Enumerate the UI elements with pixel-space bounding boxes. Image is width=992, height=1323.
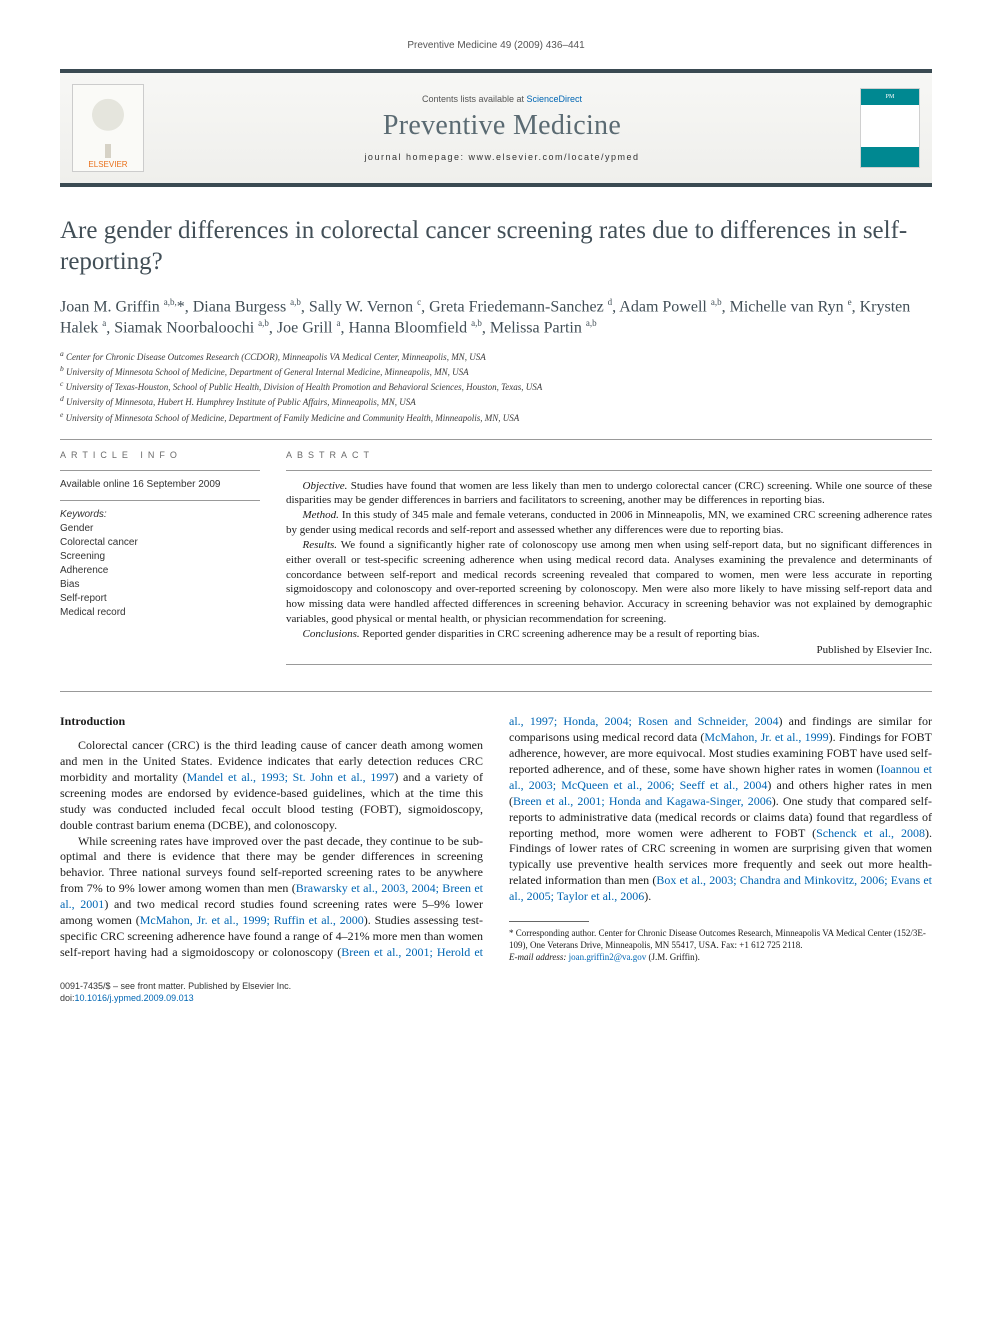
body-text: ). [644, 889, 651, 903]
sciencedirect-link[interactable]: ScienceDirect [527, 94, 583, 104]
journal-name: Preventive Medicine [144, 110, 860, 142]
footnotes: * Corresponding author. Center for Chron… [509, 928, 932, 963]
citation-link[interactable]: Mandel et al., 1993; St. John et al., 19… [187, 770, 395, 784]
contents-line-pre: Contents lists available at [422, 94, 527, 104]
article-title: Are gender differences in colorectal can… [60, 215, 932, 278]
journal-homepage: journal homepage: www.elsevier.com/locat… [144, 152, 860, 162]
keyword: Gender [60, 522, 260, 536]
masthead-container: ELSEVIER Contents lists available at Sci… [60, 69, 932, 187]
journal-cover-thumb: PM [860, 88, 920, 168]
affiliation: a Center for Chronic Disease Outcomes Re… [60, 349, 932, 364]
abstract-paragraph: Method. In this study of 345 male and fe… [286, 508, 932, 538]
abstract-heading: ABSTRACT [286, 450, 932, 460]
citation-link[interactable]: McMahon, Jr. et al., 1999 [704, 730, 828, 744]
email-paren: (J.M. Griffin). [646, 952, 700, 962]
doi-line: doi:10.1016/j.ypmed.2009.09.013 [60, 993, 932, 1005]
citation-link[interactable]: Schenck et al., 2008 [816, 826, 925, 840]
keyword: Screening [60, 550, 260, 564]
abstract-paragraph: Conclusions. Reported gender disparities… [286, 627, 932, 642]
copyright-line: 0091-7435/$ – see front matter. Publishe… [60, 981, 932, 1004]
front-matter-line: 0091-7435/$ – see front matter. Publishe… [60, 981, 932, 993]
abstract-body: Objective. Studies have found that women… [286, 479, 932, 642]
footnotes-rule [509, 921, 589, 922]
cover-badge: PM [861, 89, 919, 105]
citation-link[interactable]: McMahon, Jr. et al., 1999; Ruffin et al.… [140, 913, 364, 927]
corresponding-email: E-mail address: joan.griffin2@va.gov (J.… [509, 952, 932, 964]
masthead: ELSEVIER Contents lists available at Sci… [60, 73, 932, 183]
keyword: Medical record [60, 606, 260, 620]
citation-link[interactable]: Breen et al., 2001; Honda and Kagawa-Sin… [513, 794, 772, 808]
doi-link[interactable]: 10.1016/j.ypmed.2009.09.013 [75, 993, 194, 1003]
homepage-url[interactable]: www.elsevier.com/locate/ypmed [469, 152, 640, 162]
doi-label: doi: [60, 993, 75, 1003]
keyword: Self-report [60, 592, 260, 606]
affiliation: d University of Minnesota, Hubert H. Hum… [60, 394, 932, 409]
affiliation: c University of Texas-Houston, School of… [60, 379, 932, 394]
corresponding-author: * Corresponding author. Center for Chron… [509, 928, 932, 951]
abstract-paragraph: Objective. Studies have found that women… [286, 479, 932, 509]
masthead-center: Contents lists available at ScienceDirec… [144, 94, 860, 162]
article-info-column: ARTICLE INFO Available online 16 Septemb… [60, 450, 260, 673]
keyword: Colorectal cancer [60, 536, 260, 550]
affiliation: b University of Minnesota School of Medi… [60, 364, 932, 379]
affiliation: e University of Minnesota School of Medi… [60, 410, 932, 425]
keyword: Adherence [60, 564, 260, 578]
keywords-heading: Keywords: [60, 509, 260, 520]
corr-label: * Corresponding author. [509, 928, 599, 938]
publisher-logo-text: ELSEVIER [88, 160, 127, 169]
divider [60, 691, 932, 692]
email-label: E-mail address: [509, 952, 569, 962]
article-info-heading: ARTICLE INFO [60, 450, 260, 460]
divider [60, 439, 932, 440]
contents-line: Contents lists available at ScienceDirec… [144, 94, 860, 104]
keyword: Bias [60, 578, 260, 592]
published-by: Published by Elsevier Inc. [286, 644, 932, 656]
article-body: Introduction Colorectal cancer (CRC) is … [60, 714, 932, 964]
abstract-paragraph: Results. We found a significantly higher… [286, 538, 932, 627]
available-online: Available online 16 September 2009 [60, 479, 260, 490]
publisher-logo: ELSEVIER [72, 84, 144, 172]
keywords-list: GenderColorectal cancerScreeningAdherenc… [60, 522, 260, 620]
elsevier-tree-icon [84, 98, 132, 158]
body-paragraph: Colorectal cancer (CRC) is the third lea… [60, 738, 483, 834]
affiliations: a Center for Chronic Disease Outcomes Re… [60, 349, 932, 424]
section-heading-introduction: Introduction [60, 714, 483, 730]
homepage-label: journal homepage: [364, 152, 468, 162]
running-head: Preventive Medicine 49 (2009) 436–441 [60, 40, 932, 51]
author-list: Joan M. Griffin a,b,*, Diana Burgess a,b… [60, 296, 932, 340]
email-link[interactable]: joan.griffin2@va.gov [569, 952, 647, 962]
abstract-column: ABSTRACT Objective. Studies have found t… [286, 450, 932, 673]
